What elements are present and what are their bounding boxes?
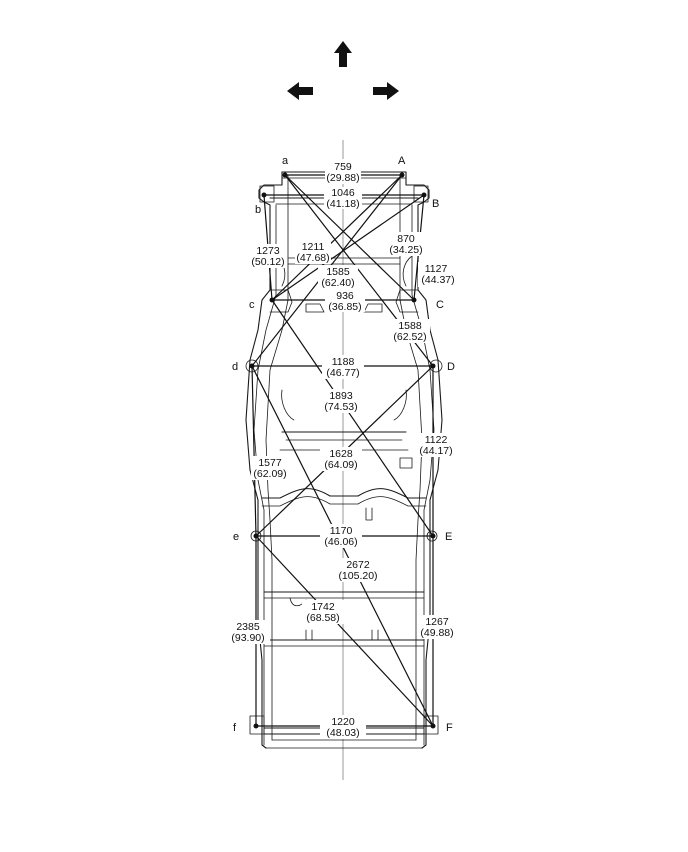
dim-de-in: (62.09) (253, 468, 286, 480)
dim-fF-in: (48.03) (326, 727, 359, 739)
dim-dF-mm: 2672 (346, 559, 370, 571)
dim-dE-mm: 1628 (329, 448, 353, 460)
dim-aA-in: (29.88) (326, 172, 359, 184)
dim-bc-mm: 1273 (256, 245, 280, 257)
measurement-lines (251, 174, 434, 727)
dim-dF-in: (105.20) (338, 570, 377, 582)
dim-cC-in: (36.85) (328, 301, 361, 313)
dim-BC-mm: 870 (397, 233, 415, 245)
point-a-marker (282, 172, 288, 178)
point-E-marker (430, 533, 436, 539)
point-f-marker (253, 723, 259, 729)
arrow-left-icon (287, 82, 313, 100)
point-labels: a A b B c C d D e E f F (232, 155, 455, 734)
point-label-d: d (232, 361, 238, 373)
arrow-up-icon (334, 41, 352, 67)
point-d-marker (249, 363, 255, 369)
point-e-marker (253, 533, 259, 539)
point-label-a: a (282, 155, 289, 167)
point-b-marker (261, 192, 267, 198)
dim-bc-in: (50.12) (251, 256, 284, 268)
measuring-points (249, 172, 436, 729)
point-label-b: b (255, 204, 261, 216)
dim-dD-in: (46.77) (326, 367, 359, 379)
dim-cC-mm: 936 (336, 290, 354, 302)
dim-eE-mm: 1170 (330, 525, 353, 537)
dim-cE-in: (74.53) (324, 401, 357, 413)
point-A-marker (399, 172, 405, 178)
point-label-B: B (432, 198, 439, 210)
dim-aC-in: (62.52) (393, 331, 426, 343)
point-D-marker (430, 363, 436, 369)
point-C-marker (411, 297, 417, 303)
dim-eF-in: (68.58) (306, 612, 339, 624)
dim-DE-mm: 1122 (425, 434, 448, 446)
point-c-marker (269, 297, 275, 303)
dim-Ac-in: (62.40) (321, 277, 354, 289)
dim-ef-mm: 2385 (236, 621, 260, 633)
point-label-c: c (249, 299, 255, 311)
dim-EF-in: (49.88) (420, 627, 453, 639)
point-label-A: A (398, 155, 406, 167)
dim-Ac-mm: 1585 (326, 266, 350, 278)
point-label-e: e (233, 531, 239, 543)
dim-fF-mm: 1220 (331, 716, 355, 728)
dim-BC-in: (34.25) (389, 244, 422, 256)
dim-ef-in: (93.90) (231, 632, 264, 644)
dim-BC2-mm: 1127 (425, 263, 448, 275)
dim-aD-in: (47.68) (296, 252, 329, 264)
dim-aC-mm: 1588 (398, 320, 422, 332)
dim-EF-mm: 1267 (425, 616, 449, 628)
dim-bB-in: (41.18) (326, 198, 359, 210)
dim-de-mm: 1577 (258, 457, 282, 469)
dim-aA-mm: 759 (334, 161, 352, 173)
point-label-F: F (446, 722, 453, 734)
dim-DE-in: (44.17) (419, 445, 452, 457)
point-label-D: D (447, 361, 455, 373)
point-F-marker (430, 723, 436, 729)
arrow-right-icon (373, 82, 399, 100)
point-label-E: E (445, 531, 452, 543)
point-label-f: f (233, 722, 237, 734)
dim-bB-mm: 1046 (331, 187, 355, 199)
dimension-labels: 759 (29.88) 1046 (41.18) 1273 (50.12) 12… (228, 159, 460, 739)
dim-dD-mm: 1188 (332, 356, 355, 368)
dim-dE-in: (64.09) (324, 459, 357, 471)
point-B-marker (421, 192, 427, 198)
dim-BC2-in: (44.37) (421, 274, 454, 286)
direction-arrows (287, 41, 399, 100)
dim-eF-mm: 1742 (311, 601, 335, 613)
point-label-C: C (436, 299, 444, 311)
dim-eE-in: (46.06) (324, 536, 357, 548)
dim-aD-mm: 1211 (302, 241, 325, 253)
dim-cE-mm: 1893 (329, 390, 353, 402)
